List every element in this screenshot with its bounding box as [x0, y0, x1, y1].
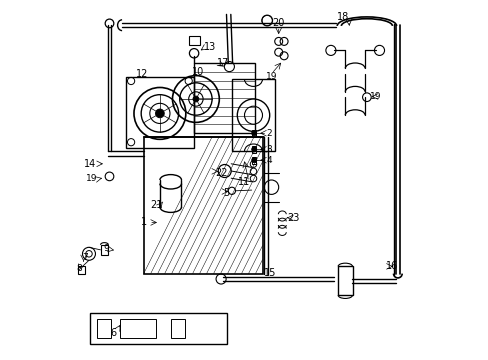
Text: 19: 19 [369, 92, 381, 101]
Bar [337, 266, 352, 295]
Text: 8: 8 [76, 264, 81, 273]
Bar [231, 79, 275, 151]
Bar [251, 157, 256, 164]
Text: 5: 5 [223, 188, 229, 198]
Circle shape [251, 131, 256, 136]
Text: 2: 2 [265, 129, 271, 138]
Bar [89, 313, 226, 344]
Circle shape [155, 109, 164, 118]
Text: 18: 18 [337, 12, 349, 22]
Bar [251, 130, 256, 137]
Text: 14: 14 [83, 159, 96, 169]
Text: 21: 21 [150, 200, 162, 210]
Text: 22: 22 [214, 168, 227, 178]
Text: 19: 19 [265, 72, 277, 81]
Text: 6: 6 [110, 328, 116, 338]
Bar [120, 319, 156, 338]
Text: 15: 15 [263, 268, 275, 278]
Bar [78, 266, 85, 274]
Bar [251, 146, 256, 153]
Text: 17: 17 [216, 58, 228, 68]
Bar [125, 77, 194, 148]
Text: 7: 7 [82, 253, 88, 262]
Bar [188, 36, 199, 45]
Circle shape [251, 147, 256, 152]
Text: 1: 1 [141, 217, 146, 228]
Text: 3: 3 [265, 145, 271, 154]
Text: 16: 16 [385, 261, 397, 271]
Text: 19: 19 [85, 175, 97, 184]
Text: 20: 20 [272, 18, 285, 28]
Text: 4: 4 [265, 156, 271, 165]
Text: 9: 9 [103, 244, 108, 253]
Text: 23: 23 [286, 213, 299, 223]
Text: 13: 13 [204, 42, 216, 52]
Bar [170, 319, 185, 338]
Bar [101, 245, 108, 255]
Text: 11: 11 [238, 177, 250, 187]
Text: 12: 12 [136, 69, 148, 79]
Bar [143, 137, 262, 274]
Circle shape [193, 96, 199, 102]
Bar [194, 63, 255, 133]
Bar [97, 319, 111, 338]
Circle shape [251, 158, 256, 163]
Text: 10: 10 [191, 67, 203, 77]
